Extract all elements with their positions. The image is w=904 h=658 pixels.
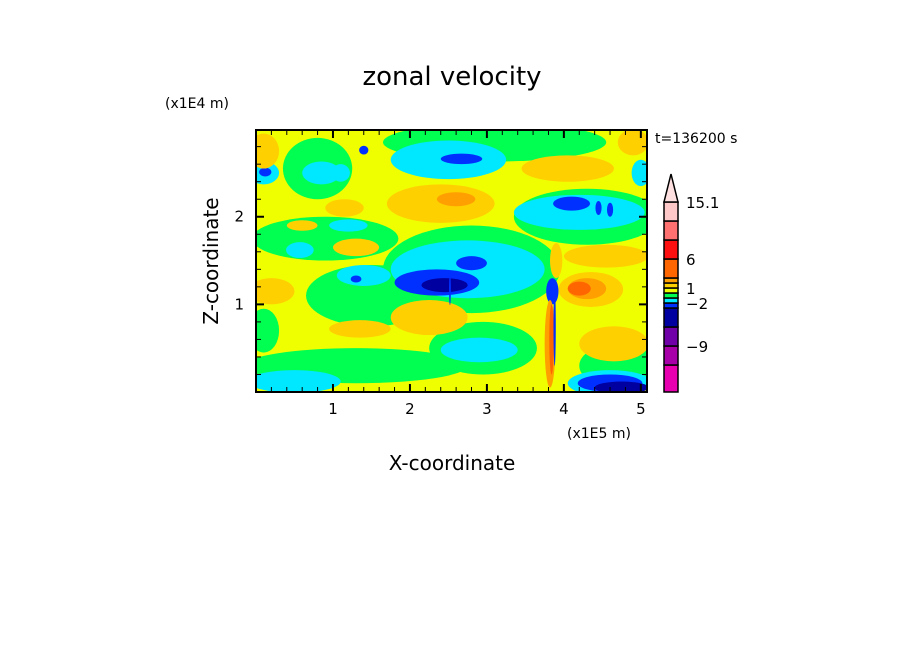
contour-region — [329, 219, 368, 232]
colorbar-box — [663, 220, 679, 241]
x-tick-label: 3 — [482, 400, 492, 418]
contour-region — [553, 286, 556, 366]
contour-region — [332, 238, 380, 257]
y-tick-label: 2 — [234, 208, 244, 226]
contour-region — [513, 194, 645, 230]
contour-region — [325, 199, 364, 217]
time-label: t=136200 s — [655, 131, 737, 147]
contour-region — [386, 184, 495, 223]
contour-region — [606, 202, 614, 217]
contour-region — [256, 278, 295, 305]
colorbar-label: 6 — [686, 251, 696, 269]
contour-region — [631, 159, 647, 187]
y-axis-label: Z-coordinate — [199, 197, 223, 324]
colorbar-label: −2 — [686, 295, 708, 313]
contour-region — [440, 337, 518, 363]
colorbar-box — [663, 326, 679, 347]
contour-region — [449, 273, 451, 306]
colorbar-box — [663, 345, 679, 366]
y-tick-label: 1 — [234, 295, 244, 313]
x-tick-labels: 1 2 3 4 5 — [328, 400, 645, 418]
contour-region — [286, 242, 314, 258]
contour-region — [286, 220, 318, 231]
colorbar-box — [663, 239, 679, 260]
contour-region — [329, 320, 391, 338]
colorbar-label: 15.1 — [686, 194, 719, 212]
colorbar-box — [663, 201, 679, 222]
contour-region — [436, 192, 476, 207]
contour-region — [549, 304, 554, 375]
contour-region — [256, 133, 280, 169]
colorbar-box — [663, 307, 679, 328]
colorbar: 15.1 6 1−2 −9 — [663, 173, 719, 393]
contour-region — [550, 243, 563, 279]
x-axis-label: X-coordinate — [389, 451, 516, 475]
contour-region — [256, 308, 280, 353]
contour-region — [390, 299, 468, 336]
contour-region — [579, 326, 647, 362]
contour-region — [256, 370, 341, 392]
contour-region — [350, 275, 362, 283]
colorbar-max-triangle — [663, 173, 679, 203]
contour-region — [595, 200, 602, 215]
contour-region — [594, 381, 647, 392]
contour-region — [359, 145, 369, 155]
contour-region — [617, 130, 647, 156]
colorbar-box — [663, 258, 679, 279]
contour-region — [567, 281, 591, 296]
contour-region — [553, 196, 591, 211]
chart-title: zonal velocity — [362, 62, 541, 92]
contour-region — [546, 278, 559, 305]
plot-frame — [255, 129, 648, 393]
contour-region — [421, 278, 468, 293]
colorbar-box — [663, 364, 679, 393]
colorbar-label: −9 — [686, 338, 708, 356]
x-tick-label: 5 — [636, 400, 646, 418]
y-unit-label: (x1E4 m) — [165, 96, 229, 112]
x-tick-label: 1 — [328, 400, 338, 418]
contour-region — [521, 155, 614, 182]
x-unit-label: (x1E5 m) — [567, 426, 631, 442]
contour-field — [256, 130, 647, 392]
contour-region — [336, 264, 391, 286]
colorbar-label: 1 — [686, 280, 696, 298]
contour-region — [440, 153, 483, 165]
y-tick-labels: 12 — [234, 208, 244, 314]
contour-region — [259, 167, 272, 177]
contour-region — [456, 256, 487, 271]
x-tick-label: 2 — [405, 400, 415, 418]
contour-region — [256, 216, 399, 261]
x-tick-label: 4 — [559, 400, 569, 418]
contour-region — [331, 164, 350, 182]
contour-region — [302, 161, 341, 185]
contour-region — [563, 244, 647, 268]
